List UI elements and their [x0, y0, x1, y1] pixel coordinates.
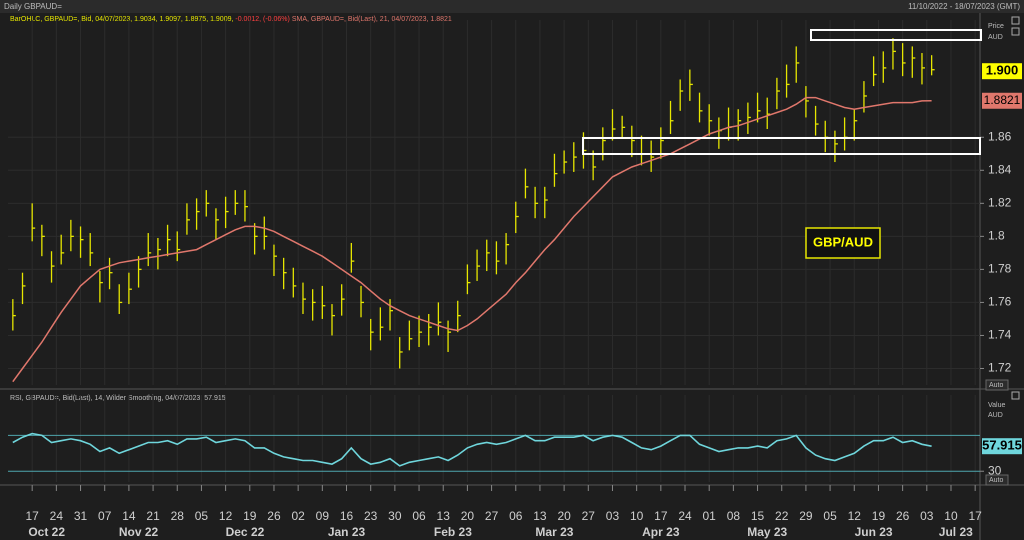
month-label: Mar 23	[535, 525, 573, 539]
rsi-axis-title: Value	[988, 402, 1005, 409]
auto-label: Auto	[989, 477, 1004, 484]
x-tick-label: 13	[437, 509, 451, 523]
y-tick-label: 1.72	[988, 361, 1012, 375]
panel-icon[interactable]	[1011, 16, 1020, 25]
x-tick-label: 14	[122, 509, 136, 523]
x-tick-label: 24	[50, 509, 64, 523]
rsi-line	[12, 432, 932, 467]
x-tick-label: 17	[25, 509, 39, 523]
annotation: GBP/AUD	[813, 234, 873, 249]
x-tick-label: 27	[582, 509, 596, 523]
rsi-legend: RSI, GBPAUD=, Bid(Last), 14, Wilder Smoo…	[10, 395, 226, 402]
month-label: Feb 23	[434, 525, 472, 539]
y-tick-label: 1.8	[988, 229, 1005, 243]
x-tick-label: 06	[509, 509, 523, 523]
x-tick-label: 31	[74, 509, 88, 523]
x-tick-label: 30	[388, 509, 402, 523]
x-tick-label: 05	[823, 509, 837, 523]
x-tick-label: 26	[896, 509, 910, 523]
resistance-box	[810, 29, 982, 41]
auto-button[interactable]	[985, 474, 1009, 486]
month-label: Dec 22	[226, 525, 265, 539]
legend: BarOHLC, GBPAUD=, Bid, 04/07/2023, 1.903…	[10, 16, 452, 23]
month-label: May 23	[747, 525, 787, 539]
sma-line	[12, 96, 932, 383]
price-axis-title: Price	[988, 23, 1004, 30]
rsi-axis-unit: AUD	[988, 412, 1003, 419]
y-tick-label: 1.86	[988, 129, 1012, 143]
x-tick-label: 22	[775, 509, 789, 523]
x-tick-label: 03	[920, 509, 934, 523]
y-tick-label: 1.76	[988, 295, 1012, 309]
y-tick-label: 1.84	[988, 162, 1012, 176]
x-tick-label: 05	[195, 509, 209, 523]
x-tick-label: 10	[944, 509, 958, 523]
month-label: Apr 23	[642, 525, 680, 539]
x-tick-label: 17	[968, 509, 982, 523]
month-label: Jun 23	[855, 525, 893, 539]
x-tick-label: 03	[606, 509, 620, 523]
y-tick-label: 1.78	[988, 262, 1012, 276]
x-tick-label: 17	[654, 509, 668, 523]
rsi-tag-box	[982, 438, 1022, 455]
price-axis-unit: AUD	[988, 34, 1003, 41]
x-tick-label: 20	[557, 509, 571, 523]
panel-icon[interactable]	[1011, 27, 1020, 36]
annotation-box	[805, 227, 881, 259]
x-tick-label: 19	[872, 509, 886, 523]
x-tick-label: 29	[799, 509, 813, 523]
y-tick-label: 1.82	[988, 195, 1012, 209]
x-tick-label: 06	[412, 509, 426, 523]
rsi-tag: 57.915	[982, 438, 1022, 453]
panel-icon[interactable]	[1011, 391, 1020, 400]
plot-area: 17 24 31 07 14 21 28 05 12 19 26 02 09 16 23 30 06 13 20 27…	[8, 20, 1012, 539]
x-tick-label: 12	[848, 509, 862, 523]
month-label: Jul 23	[939, 525, 973, 539]
x-tick-label: 10	[630, 509, 644, 523]
month-label: Jan 23	[328, 525, 366, 539]
sma-tag: 1.8821	[984, 93, 1021, 107]
x-tick-label: 20	[461, 509, 475, 523]
last-price-tag: 1.900	[986, 63, 1019, 78]
support-box	[582, 137, 981, 155]
x-tick-label: 07	[98, 509, 112, 523]
x-tick-label: 23	[364, 509, 378, 523]
legend-ohlc: BarOHLC, GBPAUD=, Bid, 04/07/2023, 1.903…	[10, 16, 233, 23]
x-tick-label: 09	[316, 509, 330, 523]
x-tick-label: 02	[291, 509, 305, 523]
date-range: 11/10/2022 - 18/07/2023 (GMT)	[908, 2, 1020, 11]
y-tick-label: 1.74	[988, 328, 1012, 342]
x-tick-label: 24	[678, 509, 692, 523]
x-tick-label: 19	[243, 509, 257, 523]
last-price-tag-box	[982, 63, 1022, 80]
x-tick-label: 26	[267, 509, 281, 523]
x-tick-label: 13	[533, 509, 547, 523]
auto-label: Auto	[989, 382, 1004, 389]
x-tick-label: 12	[219, 509, 233, 523]
x-tick-label: 01	[703, 509, 717, 523]
x-tick-label: 15	[751, 509, 765, 523]
legend-sma: SMA, GBPAUD=, Bid(Last), 21, 04/07/2023,…	[292, 16, 452, 23]
title-bar	[0, 0, 1024, 13]
x-tick-label: 08	[727, 509, 741, 523]
legend-change: -0.0012, (-0.06%)	[235, 16, 289, 23]
month-label: Nov 22	[119, 525, 159, 539]
x-tick-label: 21	[146, 509, 160, 523]
y-tick-label: 30	[988, 463, 1002, 477]
month-label: Oct 22	[28, 525, 65, 539]
x-tick-label: 28	[171, 509, 185, 523]
sma-tag-box	[982, 92, 1022, 109]
x-tick-label: 16	[340, 509, 354, 523]
auto-button[interactable]	[985, 379, 1009, 391]
chart-title: Daily GBPAUD=	[4, 2, 62, 11]
x-tick-label: 27	[485, 509, 499, 523]
